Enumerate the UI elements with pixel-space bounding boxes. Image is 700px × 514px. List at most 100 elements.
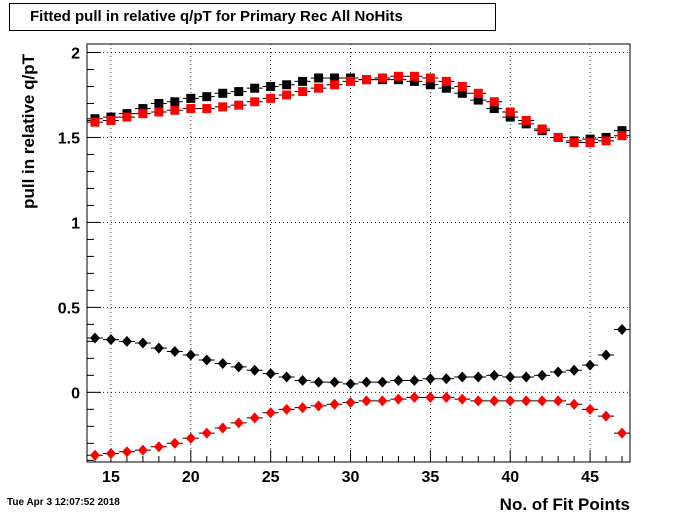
data-point-diamond <box>521 395 532 407</box>
data-point-square <box>298 87 308 97</box>
data-point-diamond <box>425 391 436 403</box>
y-tick-labels: 0 0.5 1 1.5 2 <box>58 45 80 402</box>
data-point-diamond <box>89 332 100 344</box>
data-point-diamond <box>105 334 116 346</box>
data-point-diamond <box>617 427 628 439</box>
series-1 <box>86 71 631 148</box>
data-point-diamond <box>217 422 228 434</box>
data-point-diamond <box>505 371 516 383</box>
data-point-diamond <box>233 361 244 373</box>
data-point-diamond <box>153 342 164 354</box>
data-point-diamond <box>425 373 436 385</box>
data-point-diamond <box>537 369 548 381</box>
data-point-diamond <box>185 349 196 361</box>
timestamp: Tue Apr 3 12:07:52 2018 <box>7 497 120 508</box>
data-point-square <box>266 93 276 103</box>
data-point-square <box>90 117 100 127</box>
data-point-diamond <box>265 368 276 380</box>
data-point-square <box>441 76 451 86</box>
data-point-diamond <box>441 373 452 385</box>
x-tick-labels: 15 20 25 30 35 40 45 <box>102 469 599 486</box>
data-point-diamond <box>377 376 388 388</box>
data-point-diamond <box>89 449 100 461</box>
data-point-diamond <box>617 323 628 335</box>
data-point-square <box>218 102 228 112</box>
y-tick-label: 0.5 <box>58 300 80 317</box>
data-point-square <box>617 131 627 141</box>
data-point-square <box>569 138 579 148</box>
data-point-square <box>617 126 627 136</box>
data-point-diamond <box>393 393 404 405</box>
data-point-square <box>553 132 563 142</box>
data-point-square <box>505 107 515 117</box>
plot-frame <box>86 43 631 463</box>
data-point-square <box>425 73 435 83</box>
data-point-square <box>122 112 132 122</box>
x-tick-label: 30 <box>342 469 360 486</box>
data-point-square <box>138 109 148 119</box>
series-0 <box>86 73 631 146</box>
data-point-square <box>186 93 196 103</box>
data-point-diamond <box>249 412 260 424</box>
data-point-square <box>346 76 356 86</box>
data-point-square <box>473 88 483 98</box>
y-tick-label: 0 <box>71 385 80 402</box>
data-point-diamond <box>569 364 580 376</box>
data-point-square <box>601 136 611 146</box>
axis-ticks <box>87 51 623 462</box>
data-point-square <box>154 107 164 117</box>
data-point-diamond <box>329 398 340 410</box>
data-point-diamond <box>281 403 292 415</box>
y-tick-label: 1.5 <box>58 130 80 147</box>
data-point-square <box>138 104 148 114</box>
data-point-diamond <box>137 444 148 456</box>
data-point-diamond <box>297 402 308 414</box>
data-point-square <box>377 73 387 83</box>
data-point-diamond <box>313 400 324 412</box>
data-point-diamond <box>489 369 500 381</box>
x-tick-label: 20 <box>182 469 200 486</box>
data-point-diamond <box>233 417 244 429</box>
x-tick-label: 35 <box>421 469 439 486</box>
data-point-square <box>186 104 196 114</box>
data-point-diamond <box>601 410 612 422</box>
data-point-square <box>154 98 164 108</box>
data-point-square <box>298 76 308 86</box>
data-point-square <box>457 88 467 98</box>
series-2 <box>86 323 631 390</box>
data-point-diamond <box>361 395 372 407</box>
data-point-diamond <box>473 395 484 407</box>
data-point-diamond <box>441 391 452 403</box>
chart-title: Fitted pull in relative q/pT for Primary… <box>9 3 496 31</box>
data-point-diamond <box>361 376 372 388</box>
data-point-diamond <box>281 371 292 383</box>
data-point-square <box>234 87 244 97</box>
data-point-diamond <box>409 391 420 403</box>
y-tick-label: 1 <box>71 215 80 232</box>
data-point-square <box>170 97 180 107</box>
data-point-diamond <box>105 448 116 460</box>
data-point-square <box>585 138 595 148</box>
x-tick-label: 25 <box>262 469 280 486</box>
data-point-diamond <box>473 371 484 383</box>
x-tick-label: 45 <box>581 469 599 486</box>
data-point-diamond <box>521 371 532 383</box>
data-point-square <box>393 71 403 81</box>
data-point-square <box>473 95 483 105</box>
data-point-diamond <box>137 337 148 349</box>
data-point-square <box>505 112 515 122</box>
data-point-diamond <box>553 395 564 407</box>
data-point-square <box>202 92 212 102</box>
data-point-diamond <box>329 376 340 388</box>
data-point-diamond <box>569 398 580 410</box>
data-point-diamond <box>505 395 516 407</box>
data-point-diamond <box>201 427 212 439</box>
data-point-diamond <box>249 364 260 376</box>
x-tick-label: 15 <box>102 469 120 486</box>
data-point-square <box>202 104 212 114</box>
data-point-square <box>361 75 371 85</box>
data-point-diamond <box>121 446 132 458</box>
data-point-square <box>521 115 531 125</box>
data-point-diamond <box>265 407 276 419</box>
